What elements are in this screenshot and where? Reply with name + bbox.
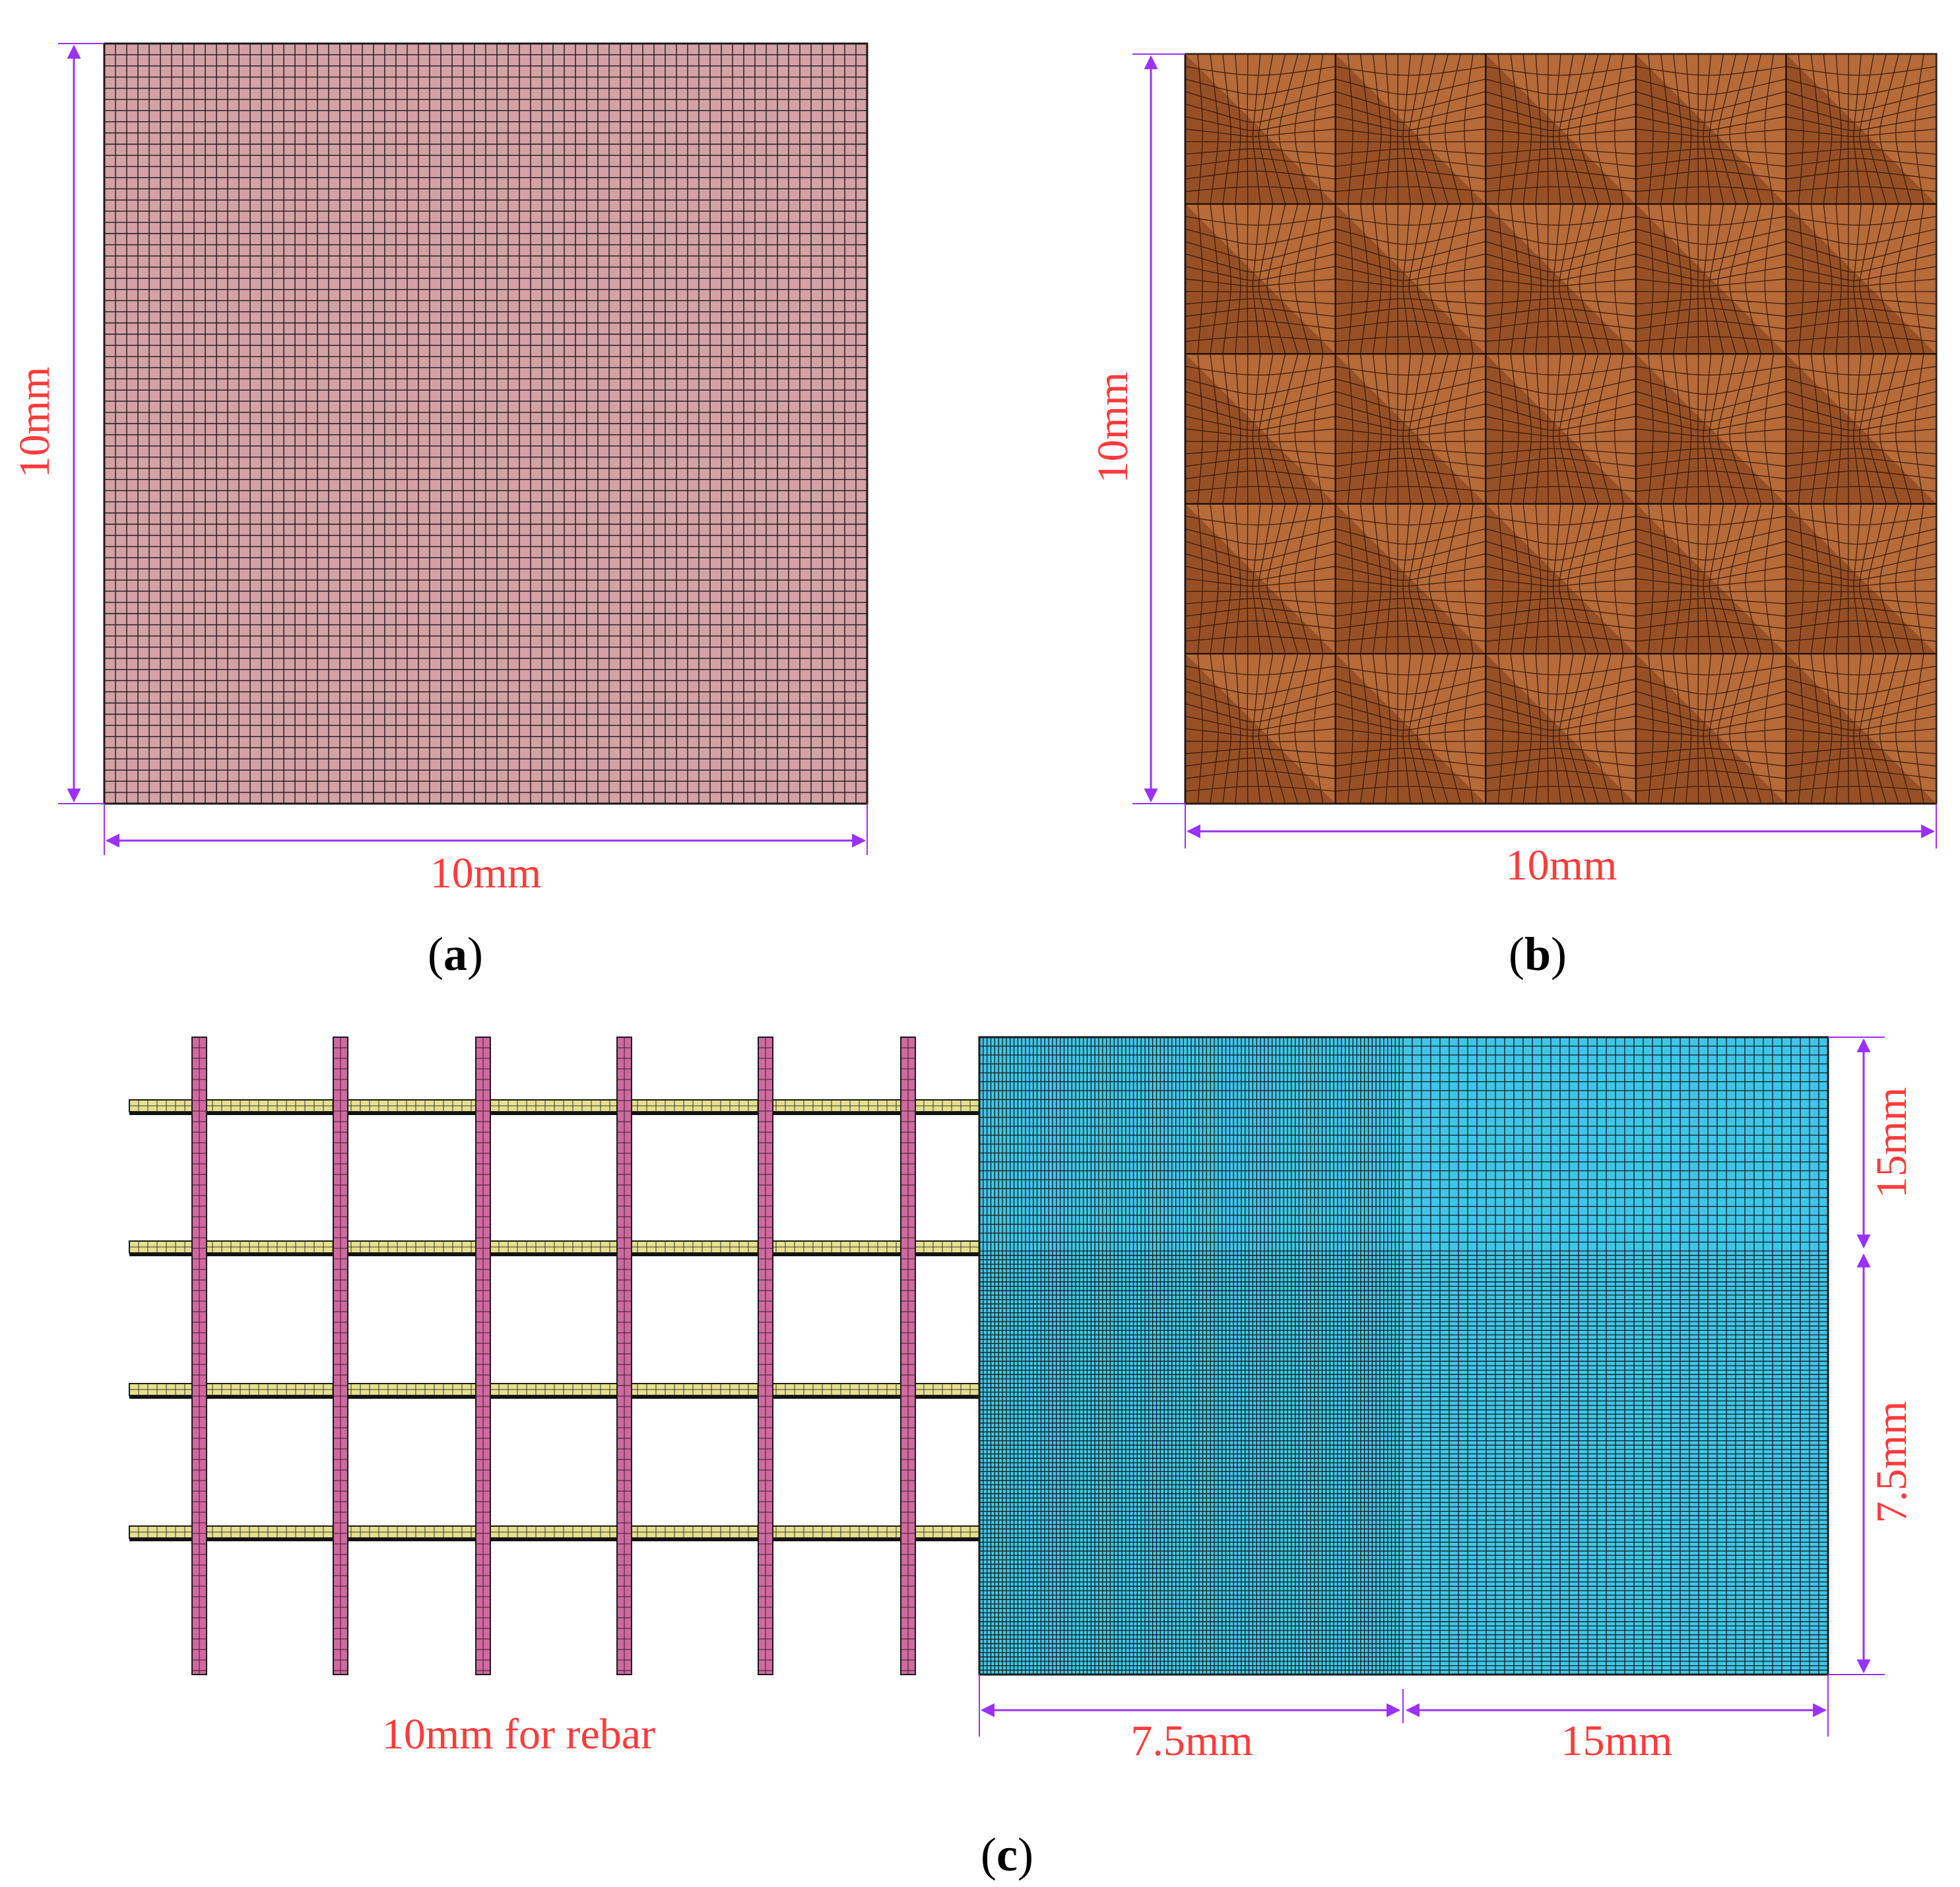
panel-b-tile-highlight: [1486, 354, 1636, 504]
panel-b-tile-highlight: [1486, 503, 1636, 654]
panel-a-width-dimension: 10mm: [104, 804, 868, 897]
panel-c-caption-letter: c: [996, 1828, 1018, 1881]
panel-c-bottom-dimension: 7.5mm 15mm: [979, 1675, 1829, 1765]
panel-b-tile-highlight: [1635, 204, 1786, 354]
rebar-vertical-segments: [758, 1037, 773, 1675]
panel-b-mesh-lines: [1185, 53, 1937, 804]
panel-c-mesh-lines: [979, 1037, 1828, 1675]
rebar-vertical-segments: [901, 1037, 915, 1675]
panel-b-tile-shadow: [1486, 653, 1636, 804]
rebar-horizontal-segments: [129, 1241, 979, 1253]
panel-b-tile-highlight: [1786, 653, 1936, 804]
panel-b-tile-highlight: [1335, 354, 1486, 504]
panel-c-grid-lines: [979, 1037, 1828, 1675]
panel-b-tile-highlight: [1786, 204, 1936, 354]
panel-c-bottom-right-label: 15mm: [1561, 1717, 1673, 1765]
panel-b-tile-shadow: [1786, 54, 1936, 205]
rebar-vertical-segments: [192, 1037, 207, 1675]
rebar-horizontal-segments: [129, 1384, 979, 1395]
panel-c-right-dimension: 15mm 7.5mm: [1828, 1037, 1916, 1675]
panel-c-rebar-label: 10mm for rebar: [382, 1710, 655, 1758]
rebar-vertical-segments: [333, 1037, 348, 1675]
panel-b-tile-shadow: [1635, 204, 1786, 354]
panel-c: 10mm for rebar 15mm 7.5mm 7.5mm 15mm (c): [129, 1036, 1916, 1881]
panel-b-tile-highlight: [1185, 503, 1336, 654]
panel-a-height-label: 10mm: [11, 367, 59, 478]
panel-b-tile-highlight: [1486, 653, 1636, 804]
panel-b-tile-shadow: [1786, 503, 1936, 654]
panel-c-caption: (c): [981, 1828, 1033, 1881]
panel-b-tile-shadow: [1335, 354, 1486, 504]
panel-c-rebar-grid: [129, 1037, 980, 1675]
panel-b-tile-highlight: [1635, 653, 1786, 804]
panel-c-right-bottom-label: 7.5mm: [1868, 1401, 1916, 1523]
panel-b-tile-shadow: [1486, 204, 1636, 354]
panel-b-tile-highlight: [1185, 653, 1336, 804]
panel-b-width-label: 10mm: [1506, 841, 1617, 889]
panel-b-tile-shadow: [1486, 354, 1636, 504]
panel-b-tile-shadow: [1635, 503, 1786, 654]
panel-a: 10mm 10mm (a): [11, 42, 868, 980]
panel-b-tile-shadow: [1185, 204, 1336, 354]
panel-b-tile-shadow: [1486, 503, 1636, 654]
panel-a-height-dimension: 10mm: [11, 43, 104, 804]
panel-b-tile-highlight: [1185, 204, 1336, 354]
panel-c-bottom-left-label: 7.5mm: [1130, 1717, 1253, 1765]
panel-b-tile-highlight: [1635, 54, 1786, 205]
rebar-horizontal-segments: [129, 1526, 979, 1538]
panel-b-width-dimension: 10mm: [1185, 804, 1937, 889]
panel-b-tile-shadow: [1185, 653, 1336, 804]
panel-b-tile-highlight: [1335, 503, 1486, 654]
panel-b-tile-shadow: [1185, 354, 1336, 504]
rebar-vertical-segments: [617, 1037, 632, 1675]
panel-b-height-dimension: 10mm: [1089, 53, 1185, 804]
panel-b-tile-shadow: [1635, 54, 1786, 205]
panel-b-tile-shadow: [1786, 653, 1936, 804]
rebar-vertical-segments: [476, 1037, 490, 1675]
panel-b-tile-highlight: [1335, 54, 1486, 205]
panel-b-tile-highlight: [1635, 503, 1786, 654]
panel-b-tile-highlight: [1486, 54, 1636, 205]
panel-b-tile-shadow: [1335, 54, 1486, 205]
panel-b-tile-shadow: [1185, 503, 1336, 654]
panel-a-grid-lines: [104, 44, 867, 804]
panel-b-tile-shadow: [1786, 354, 1936, 504]
panel-a-mesh-lines: [104, 44, 867, 804]
panel-b-tile-shadow: [1635, 653, 1786, 804]
panel-a-caption: (a): [428, 928, 483, 980]
panel-b-tile-highlight: [1486, 204, 1636, 354]
panel-b-tile-highlight: [1635, 354, 1786, 504]
panel-b-tile-highlight: [1335, 653, 1486, 804]
panel-b-tile-shadow: [1335, 653, 1486, 804]
panel-b-tile-shadow: [1786, 204, 1936, 354]
panel-b-tile-highlight: [1786, 54, 1936, 205]
panel-a-caption-letter: a: [443, 928, 467, 980]
panel-b-caption-letter: b: [1524, 928, 1551, 980]
panel-b-tile-shadow: [1185, 54, 1336, 205]
panel-b-tile-highlight: [1185, 354, 1336, 504]
rebar-horizontal-segments: [129, 1100, 979, 1112]
panel-b-tile-shadow: [1486, 54, 1636, 205]
panel-b-caption: (b): [1509, 928, 1567, 980]
panel-b-tile-highlight: [1335, 204, 1486, 354]
panel-c-right-top-label: 15mm: [1868, 1087, 1916, 1199]
panel-b-tile-shadow: [1335, 204, 1486, 354]
panel-b-tile-shadow: [1635, 354, 1786, 504]
panel-b-tile-highlight: [1786, 503, 1936, 654]
panel-a-width-label: 10mm: [430, 849, 542, 897]
panel-b: 10mm 10mm (b): [1089, 53, 1938, 980]
panel-b-tile-shadow: [1335, 503, 1486, 654]
panel-b-tile-highlight: [1185, 54, 1336, 205]
panel-b-height-label: 10mm: [1089, 372, 1137, 484]
panel-b-tile-borders: [1185, 54, 1936, 804]
panel-b-shading: [1185, 54, 1936, 804]
panel-b-tile-highlight: [1786, 354, 1936, 504]
panel-b-grid-lines: [1185, 53, 1937, 804]
